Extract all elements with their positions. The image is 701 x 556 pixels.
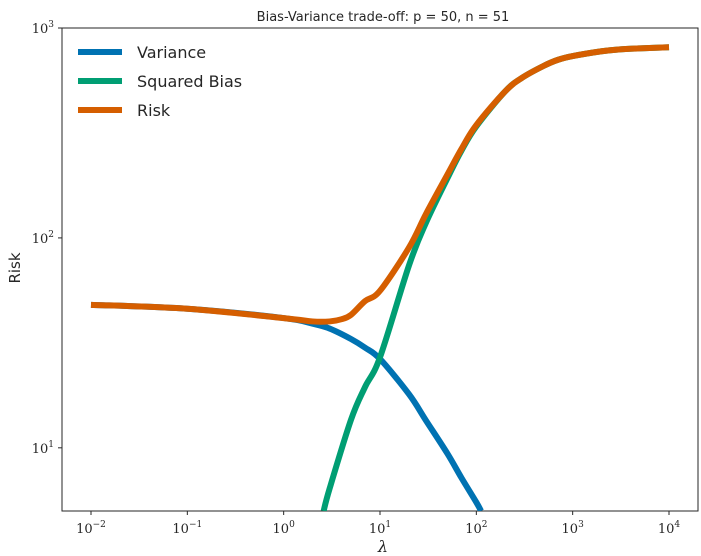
y-tick-label: 103	[32, 20, 55, 37]
y-tick-exponent: 1	[48, 440, 54, 450]
x-tick-exponent: 2	[482, 520, 488, 530]
x-tick-label: 101	[369, 520, 391, 537]
legend: Variance Squared Bias Risk	[78, 43, 242, 120]
x-tick-base: 10	[172, 522, 189, 537]
x-axis-ticks: 10−2 10−1 100 101 102 103 104	[76, 511, 680, 537]
y-tick-label: 102	[32, 230, 54, 247]
x-axis-label: λ	[377, 537, 388, 556]
y-tick-base: 10	[32, 442, 49, 457]
series-line-variance	[90, 301, 484, 511]
series-layer	[90, 44, 670, 511]
x-tick-base: 10	[273, 522, 290, 537]
x-tick-label: 100	[273, 520, 296, 537]
x-tick-exponent: 0	[289, 520, 295, 530]
y-tick-exponent: 3	[48, 20, 54, 30]
x-tick-label: 104	[658, 520, 681, 537]
legend-label: Risk	[137, 101, 171, 120]
x-tick-base: 10	[76, 522, 93, 537]
y-axis-label: Risk	[6, 252, 24, 283]
x-tick-exponent: −2	[93, 520, 106, 530]
y-tick-base: 10	[32, 232, 49, 247]
x-tick-label: 103	[562, 520, 585, 537]
y-tick-base: 10	[32, 22, 49, 37]
series-line-risk	[90, 44, 670, 325]
x-tick-label: 10−2	[76, 520, 106, 537]
legend-label: Variance	[137, 43, 206, 62]
y-tick-label: 101	[32, 440, 54, 457]
x-tick-base: 10	[369, 522, 386, 537]
x-tick-base: 10	[562, 522, 579, 537]
x-tick-exponent: −1	[189, 520, 202, 530]
series-line-squared-bias	[320, 44, 670, 511]
x-tick-exponent: 4	[674, 520, 680, 530]
x-tick-label: 10−1	[172, 520, 202, 537]
x-tick-label: 102	[465, 520, 487, 537]
x-tick-exponent: 1	[385, 520, 391, 530]
x-tick-exponent: 3	[578, 520, 584, 530]
chart-title: Bias-Variance trade-off: p = 50, n = 51	[257, 10, 510, 25]
legend-label: Squared Bias	[137, 72, 242, 91]
y-tick-exponent: 2	[48, 230, 54, 240]
x-tick-base: 10	[465, 522, 482, 537]
x-tick-base: 10	[658, 522, 675, 537]
